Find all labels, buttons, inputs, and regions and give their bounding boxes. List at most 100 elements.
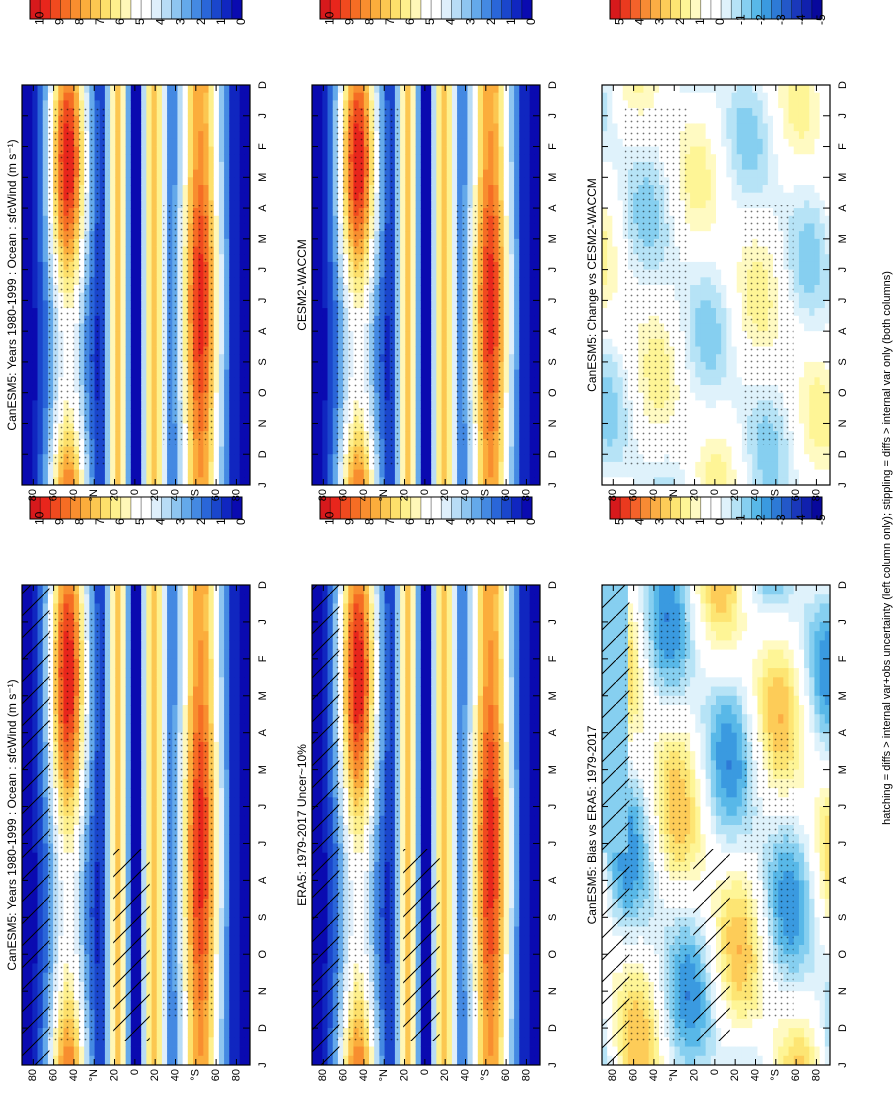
- plot-frame: [601, 84, 831, 486]
- y-tick-label: 60: [48, 489, 60, 501]
- colorbar-swatch: [461, 0, 472, 20]
- colorbar-swatch: [700, 0, 712, 20]
- plot-frame: [311, 84, 541, 486]
- y-tick-label: 40: [358, 1069, 370, 1081]
- x-tick-label: J: [257, 1062, 269, 1068]
- colorbar-swatch: [390, 0, 402, 20]
- colorbar-label: 6: [113, 18, 127, 25]
- x-tick-label: M: [547, 234, 559, 243]
- x-tick-label: S: [257, 914, 269, 921]
- colorbar: 10 9 8 7 6 5 4 3 2 1 0: [319, 496, 538, 525]
- x-tick-label: M: [837, 765, 849, 774]
- colorbar-label: -1: [733, 514, 747, 525]
- x-tick-label: S: [547, 358, 559, 365]
- y-tick-label: 40: [169, 1069, 181, 1081]
- colorbar-swatch: [660, 0, 672, 20]
- y-tick-label: 80: [520, 1069, 532, 1081]
- y-tick-label: 60: [338, 489, 350, 501]
- x-tick-label: N: [257, 419, 269, 427]
- x-tick-label: O: [257, 950, 269, 959]
- colorbar-label: 1: [693, 18, 707, 25]
- x-tick-label: D: [837, 581, 849, 589]
- panel-title: CanESM5: Years 1980-1999 : Ocean : sfcWi…: [5, 139, 19, 430]
- colorbar-swatch: [680, 0, 692, 20]
- colorbar-swatch: [491, 0, 503, 20]
- stippling-overlay: [453, 205, 504, 445]
- colorbar-label: 0: [713, 18, 727, 25]
- heatmap-field: [22, 585, 250, 1065]
- y-tick-label: 20: [439, 489, 451, 501]
- colorbar-swatch: [710, 496, 722, 520]
- x-tick-label: A: [547, 876, 559, 884]
- x-tick-label: A: [257, 728, 269, 736]
- colorbar-swatch: [161, 0, 172, 20]
- colorbar-label: -1: [733, 14, 747, 25]
- x-tick-label: M: [257, 691, 269, 700]
- colorbar-label: 9: [52, 518, 66, 525]
- colorbar-swatch: [120, 0, 132, 20]
- colorbar-label: 2: [194, 18, 208, 25]
- plot-frame: [601, 584, 831, 1066]
- x-tick-label: J: [257, 804, 269, 810]
- x-tick-label: M: [837, 691, 849, 700]
- x-tick-label: J: [257, 619, 269, 625]
- y-tick-label: °N: [668, 489, 680, 501]
- colorbar-label: -2: [754, 514, 768, 525]
- colorbar-label: 8: [363, 18, 377, 25]
- colorbar-label: 4: [443, 518, 457, 525]
- colorbar-swatch: [650, 0, 661, 20]
- y-tick-label: 40: [358, 489, 370, 501]
- x-tick-label: F: [547, 143, 559, 150]
- colorbar-swatch: [171, 0, 182, 20]
- colorbar-label: 3: [653, 18, 667, 25]
- y-tick-label: 80: [607, 1069, 619, 1081]
- x-tick-label: J: [257, 298, 269, 304]
- colorbar-swatch: [640, 0, 651, 20]
- x-tick-label: S: [837, 358, 849, 365]
- x-tick-label: M: [837, 234, 849, 243]
- colorbar-swatch: [60, 0, 71, 20]
- stippling-overlay: [743, 205, 794, 445]
- stippling-overlay: [624, 105, 689, 465]
- colorbar: 10 9 8 7 6 5 4 3 2 1 0: [319, 0, 538, 25]
- stippling-overlay: [743, 729, 794, 1017]
- y-tick-label: 40: [459, 489, 471, 501]
- x-tick-label: D: [547, 81, 559, 89]
- y-tick-label: 0: [129, 489, 141, 495]
- y-tick-label: °S: [190, 489, 202, 501]
- x-tick-label: J: [547, 267, 559, 273]
- colorbar-label: 5: [133, 518, 147, 525]
- x-tick-label: M: [257, 765, 269, 774]
- colorbar-label: -5: [814, 514, 828, 525]
- y-tick-label: 0: [419, 1069, 431, 1075]
- y-tick-label: 60: [790, 1069, 802, 1081]
- heatmap-field: [312, 585, 540, 1065]
- x-tick-label: N: [837, 419, 849, 427]
- colorbar-label: 1: [504, 518, 518, 525]
- x-tick-label: O: [547, 950, 559, 959]
- colorbar-label: 3: [174, 518, 188, 525]
- y-tick-label: 60: [790, 489, 802, 501]
- x-tick-label: D: [837, 450, 849, 458]
- colorbar-label: 7: [93, 18, 107, 25]
- x-tick-label: D: [257, 581, 269, 589]
- x-tick-label: D: [257, 1024, 269, 1032]
- colorbar-swatch: [420, 0, 432, 20]
- colorbar-label: 0: [234, 18, 248, 25]
- stippling-overlay: [44, 609, 109, 1041]
- colorbar-label: 1: [693, 518, 707, 525]
- colorbar-label: -3: [774, 514, 788, 525]
- colorbar-label: 4: [443, 18, 457, 25]
- colorbar-swatch: [420, 496, 432, 520]
- colorbar-frame: [319, 496, 533, 520]
- x-tick-label: N: [547, 419, 559, 427]
- colorbar-label: 0: [524, 518, 538, 525]
- y-tick-label: 0: [709, 1069, 721, 1075]
- heatmap-field: [602, 585, 830, 1065]
- x-tick-label: S: [837, 914, 849, 921]
- colorbar: 5 4 3 2 1 0 -1 -2 -3 -4 -5: [609, 0, 828, 25]
- y-tick-label: 60: [628, 1069, 640, 1081]
- colorbar-swatch: [70, 0, 81, 20]
- x-tick-label: D: [547, 450, 559, 458]
